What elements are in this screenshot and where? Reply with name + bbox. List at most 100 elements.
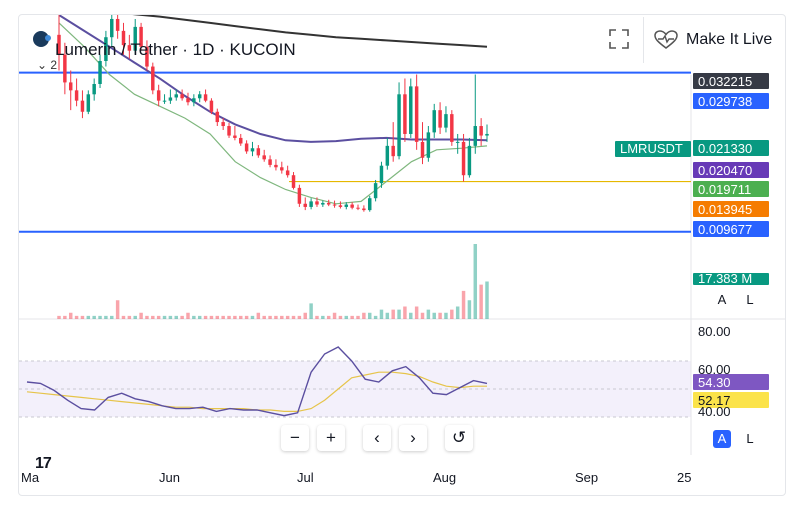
candle-body xyxy=(104,37,108,61)
volume-bar xyxy=(432,312,436,319)
candle-body xyxy=(262,155,266,160)
reset-chart-button[interactable]: ↺ xyxy=(445,425,473,451)
candle-body xyxy=(145,46,149,67)
zoom-out-button[interactable]: − xyxy=(281,425,309,451)
candle-body xyxy=(256,148,261,156)
candle-body xyxy=(57,34,61,55)
indicators-count: 2 xyxy=(50,58,58,72)
scroll-right-button[interactable]: › xyxy=(399,425,427,451)
candle-body xyxy=(467,145,472,176)
candle-body xyxy=(74,90,79,101)
candle-body xyxy=(133,26,137,51)
volume-bar xyxy=(338,315,343,319)
volume-bar xyxy=(461,290,466,319)
auto-scale-button[interactable]: A xyxy=(717,292,727,307)
candle-body xyxy=(321,202,325,205)
candle-body xyxy=(233,135,237,138)
volume-bar xyxy=(326,315,331,319)
candle-body xyxy=(403,94,407,134)
candle-body xyxy=(215,111,220,123)
volume-bar xyxy=(344,315,349,319)
candle-body xyxy=(110,18,114,38)
candle-body xyxy=(420,141,425,158)
scroll-left-button[interactable]: ‹ xyxy=(363,425,391,451)
volume-bar xyxy=(379,309,384,319)
candle-body xyxy=(98,61,102,84)
candle-body xyxy=(473,126,478,146)
x-axis-label-may: Ma xyxy=(21,470,40,485)
fullscreen-button[interactable] xyxy=(597,17,641,61)
make-it-live-button[interactable]: Make It Live xyxy=(643,17,783,63)
candle-body xyxy=(168,97,173,101)
zoom-in-button[interactable]: + xyxy=(317,425,345,451)
x-axis-label-jun: Jun xyxy=(159,470,180,485)
candle-body xyxy=(309,201,313,207)
price-label-bg xyxy=(693,93,769,109)
rsi-log-scale-button[interactable]: L xyxy=(746,431,754,446)
candle-body xyxy=(186,98,190,103)
volume-bar xyxy=(233,315,237,319)
price-label: 0.019711 xyxy=(698,182,751,197)
candle-body xyxy=(291,175,296,188)
candle-body xyxy=(227,126,231,136)
volume-bar xyxy=(92,315,96,319)
candle-body xyxy=(409,86,413,134)
volume-bar xyxy=(139,312,143,319)
candle-body xyxy=(86,94,91,112)
candle-body xyxy=(250,148,255,152)
chart-canvas[interactable]: 0.032215 0.029738 0.021330 0.020470 0.019711… xyxy=(19,15,785,495)
rsi-scale-label: 80.00 xyxy=(698,324,731,339)
volume-bar xyxy=(485,281,489,319)
candle-body xyxy=(297,187,302,204)
candle-body xyxy=(127,45,132,51)
price-label-bg xyxy=(693,221,769,237)
candle-body xyxy=(315,201,319,205)
rsi-scale-label-bg xyxy=(693,374,769,390)
volume-bar xyxy=(397,309,401,319)
make-it-live-label: Make It Live xyxy=(686,31,773,48)
volume-bar xyxy=(473,244,478,319)
volume-bar xyxy=(438,312,442,319)
symbol-tag: LMRUSDT xyxy=(620,141,683,156)
volume-bar xyxy=(297,315,302,319)
volume-bar xyxy=(373,315,378,319)
volume-bar xyxy=(244,315,249,319)
indicators-toggle[interactable]: ⌄ 2 xyxy=(33,57,61,73)
volume-bar xyxy=(403,306,407,319)
candle-body xyxy=(80,100,85,112)
volume-bar xyxy=(426,309,431,319)
volume-bar xyxy=(391,309,395,319)
candle-body xyxy=(285,170,290,176)
volume-bar xyxy=(180,315,184,319)
volume-bar xyxy=(98,315,102,319)
volume-bar xyxy=(455,306,460,319)
x-axis-label-sep: Sep xyxy=(575,470,599,485)
volume-bar xyxy=(274,315,278,319)
log-scale-button[interactable]: L xyxy=(746,292,754,307)
chart-widget: 0.032215 0.029738 0.021330 0.020470 0.019711… xyxy=(18,14,786,496)
candle-body xyxy=(332,204,337,206)
volume-bar xyxy=(444,312,448,319)
candle-body xyxy=(268,159,272,165)
lumerin-logo-icon xyxy=(33,31,51,47)
price-label: 0.009677 xyxy=(698,222,752,237)
rsi-auto-scale-button[interactable]: A xyxy=(713,430,731,448)
symbol-title: Lumerin / Tether · 1D · KUCOIN xyxy=(55,40,296,59)
chevron-down-icon: ⌄ xyxy=(37,58,48,72)
candle-body xyxy=(397,94,401,157)
candle-body xyxy=(139,26,143,47)
volume-bar xyxy=(121,315,126,319)
tradingview-logo[interactable]: 17 xyxy=(35,455,52,472)
price-label-bg xyxy=(693,73,769,89)
candle-body xyxy=(362,208,366,211)
volume-bar xyxy=(115,300,120,319)
volume-bar xyxy=(303,312,307,319)
volume-bar xyxy=(385,312,390,319)
volume-bar xyxy=(209,315,214,319)
price-label: 0.020470 xyxy=(698,163,752,178)
volume-bar xyxy=(86,315,91,319)
volume-bar xyxy=(156,315,161,319)
candle-body xyxy=(450,114,454,142)
candle-body xyxy=(391,145,395,157)
volume-bar xyxy=(68,312,73,319)
